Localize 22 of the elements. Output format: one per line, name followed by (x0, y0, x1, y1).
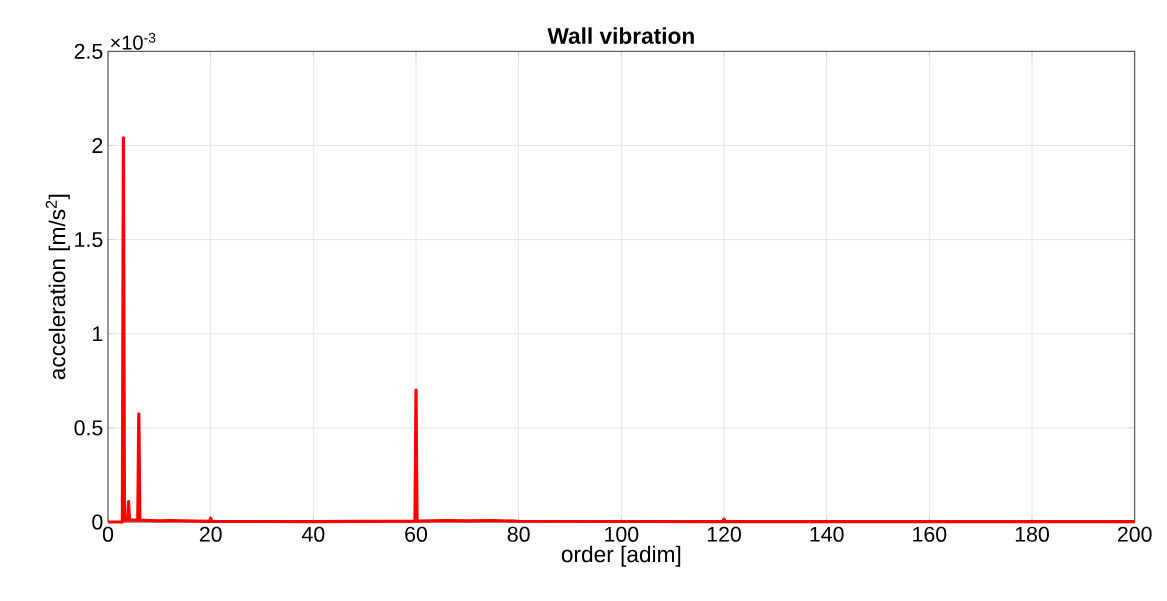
y-axis-title: acceleration [m/s$^{2}$] (45, 194, 70, 380)
y-tick-label: 1 (93, 326, 103, 342)
y-tick-label: 0 (92, 514, 103, 530)
text: ×10$^{-3}$ (110, 32, 156, 50)
x-tick-label: 180 (1015, 526, 1049, 542)
x-tick-label: 100 (605, 526, 639, 542)
x-tick-label: 140 (810, 526, 844, 542)
x-tick-label: 160 (913, 526, 947, 542)
y-tick-label: 0.5 (74, 420, 103, 436)
y-tick-label: 1.5 (75, 232, 103, 248)
x-tick-label: 40 (301, 526, 325, 542)
chart-title: Wall vibration (547, 27, 694, 44)
x-tick-label: 0 (102, 526, 114, 542)
x-tick-label: 60 (405, 526, 428, 542)
x-tick-label: 120 (707, 526, 741, 542)
x-axis-title: order [adim] (561, 545, 681, 567)
x-tick-label: 20 (199, 526, 222, 542)
x-tick-label: 80 (507, 526, 530, 542)
y-tick-label: 2 (92, 138, 103, 153)
line-series (106, 136, 1137, 524)
y-tick-label: 2.5 (74, 43, 103, 59)
x-tick-label: 200 (1117, 526, 1152, 542)
